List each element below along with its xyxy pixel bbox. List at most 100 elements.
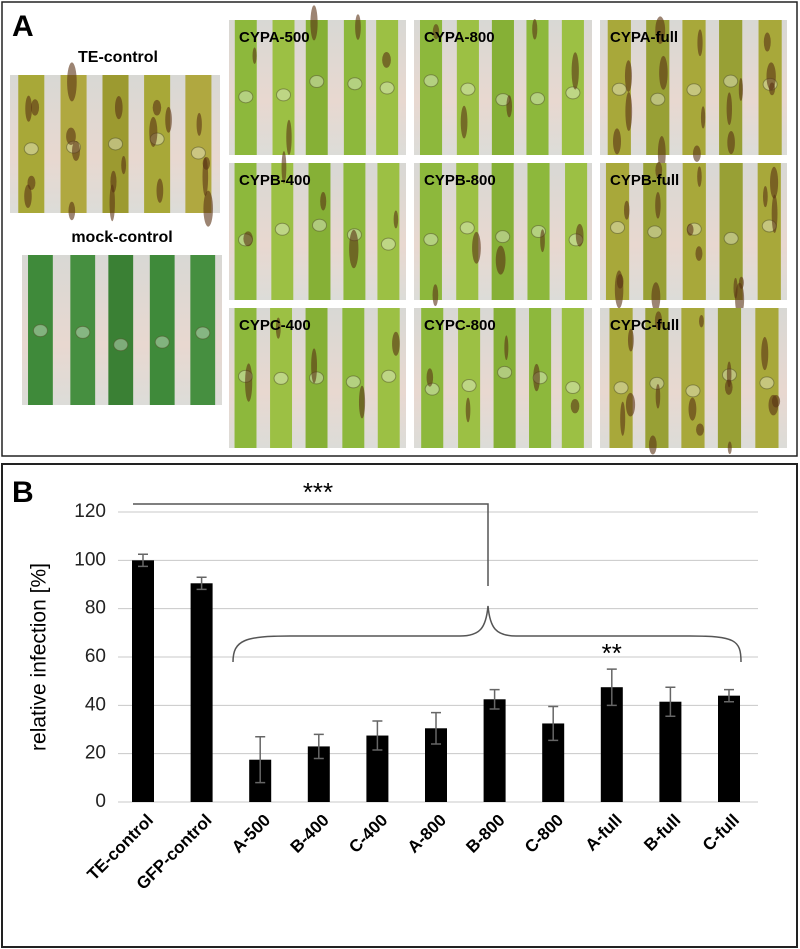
- lesion: [686, 223, 694, 236]
- leaf: [526, 20, 549, 155]
- leaf: [377, 163, 400, 300]
- lesion: [699, 314, 704, 328]
- droplet: [460, 82, 476, 96]
- droplet: [195, 326, 211, 340]
- leaf: [681, 308, 705, 448]
- lesion: [695, 246, 703, 261]
- droplet: [23, 142, 39, 156]
- lesion: [697, 29, 703, 57]
- lesion: [165, 106, 172, 133]
- leaf: [190, 255, 216, 405]
- bar: [600, 687, 623, 802]
- leaf: [458, 308, 481, 448]
- lesion: [495, 245, 506, 275]
- y-axis-label: relative infection [%]: [28, 563, 51, 751]
- leaf: [456, 163, 479, 300]
- lesion: [66, 127, 76, 145]
- lesion: [472, 231, 481, 264]
- lesion: [71, 141, 81, 161]
- error-bar: [665, 686, 676, 717]
- droplet: [565, 381, 581, 395]
- droplet: [495, 230, 511, 244]
- droplet: [108, 137, 124, 151]
- lesion: [655, 16, 666, 44]
- lesion: [121, 155, 127, 175]
- lesion: [620, 401, 626, 436]
- lesion: [692, 145, 701, 162]
- lesion: [355, 14, 361, 40]
- photo-title: mock-control: [71, 229, 172, 246]
- leaf: [376, 20, 399, 155]
- lesion: [311, 348, 318, 384]
- lesion: [627, 328, 634, 352]
- lesion: [68, 201, 76, 221]
- error-bar: [606, 668, 617, 707]
- lesion: [152, 99, 162, 116]
- leaf: [419, 20, 443, 155]
- droplet: [381, 369, 397, 383]
- leaf: [682, 163, 706, 300]
- lesion: [654, 311, 663, 331]
- lesion: [31, 99, 40, 116]
- lesion: [532, 18, 538, 40]
- lesion: [771, 194, 778, 234]
- lesion: [659, 55, 668, 90]
- droplet: [379, 81, 395, 95]
- droplet: [32, 324, 48, 338]
- lesion: [726, 361, 732, 388]
- lesion: [320, 191, 327, 211]
- leaf: [529, 308, 552, 448]
- droplet: [424, 382, 440, 396]
- droplet: [461, 379, 477, 393]
- droplet: [347, 77, 363, 91]
- panel-label: A: [12, 10, 34, 43]
- droplet: [380, 237, 396, 251]
- error-bar: [724, 688, 734, 703]
- lesion: [771, 395, 781, 408]
- lesion: [655, 192, 661, 219]
- lesion: [252, 47, 257, 64]
- droplet: [238, 90, 254, 104]
- droplet: [685, 384, 701, 398]
- lesion: [769, 82, 776, 96]
- photo-label: CYPB-full: [610, 172, 679, 189]
- error-bar: [431, 711, 441, 745]
- bar: [542, 723, 565, 802]
- lesion: [109, 184, 115, 222]
- bar: [132, 560, 154, 802]
- lesion: [762, 186, 768, 208]
- bar: [718, 695, 740, 802]
- lesion: [575, 223, 584, 247]
- droplet: [613, 381, 629, 395]
- lesion: [733, 277, 738, 299]
- leaf: [607, 20, 631, 155]
- lesion: [613, 128, 621, 155]
- leaf: [149, 255, 175, 405]
- leaf: [609, 308, 633, 448]
- lesion: [286, 119, 292, 156]
- droplet: [311, 218, 327, 232]
- droplet: [610, 221, 626, 235]
- droplet: [276, 88, 292, 102]
- bar: [483, 699, 506, 802]
- lesion: [727, 441, 732, 455]
- y-tick-label: 0: [95, 791, 106, 812]
- lesion: [763, 32, 771, 52]
- leaf: [491, 20, 514, 155]
- leaf: [561, 308, 584, 448]
- leaf: [605, 163, 630, 300]
- droplet: [274, 222, 290, 236]
- photo-label: CYPC-800: [424, 317, 496, 334]
- leaf: [305, 308, 328, 448]
- droplet: [723, 74, 739, 88]
- droplet: [529, 92, 545, 106]
- lesion: [67, 62, 77, 102]
- lesion: [358, 385, 366, 419]
- droplet: [647, 225, 663, 239]
- leaf: [28, 255, 53, 405]
- leaf: [271, 163, 294, 300]
- droplet: [759, 376, 775, 390]
- bracket: [133, 503, 489, 586]
- leaf: [108, 255, 134, 405]
- lesion: [275, 317, 281, 339]
